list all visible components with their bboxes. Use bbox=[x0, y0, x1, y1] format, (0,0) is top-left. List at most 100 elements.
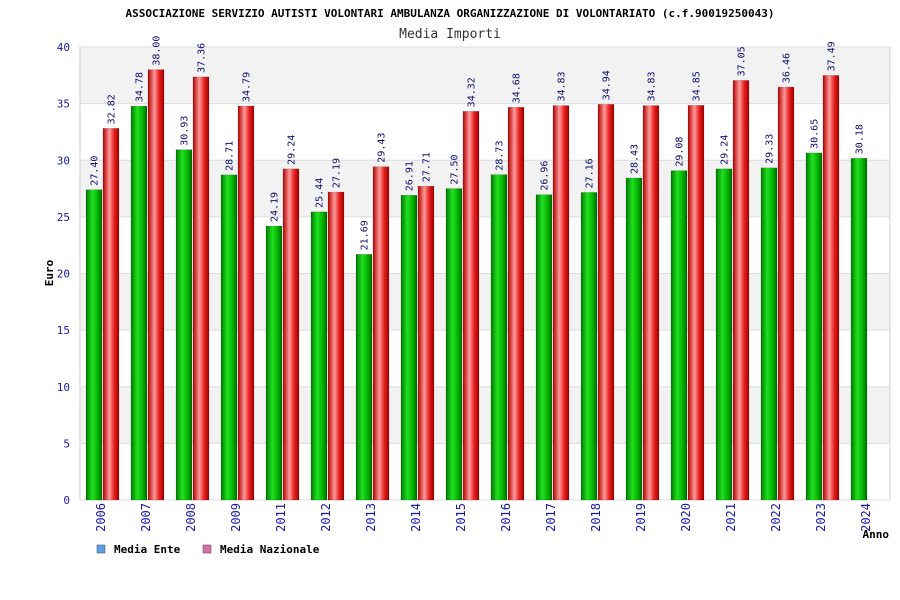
data-label: 34.85 bbox=[692, 71, 703, 101]
bar-media-ente-2016 bbox=[490, 174, 508, 501]
legend-swatch-media-nazionale bbox=[202, 544, 212, 554]
y-tick-label: 5 bbox=[63, 437, 70, 450]
bar-media-nazionale-2009 bbox=[237, 105, 255, 501]
x-axis-label: Anno bbox=[863, 528, 890, 541]
legend-swatch-media-ente bbox=[96, 544, 106, 554]
chart-title: ASSOCIAZIONE SERVIZIO AUTISTI VOLONTARI … bbox=[125, 7, 774, 20]
bar-media-ente-2022 bbox=[760, 167, 778, 501]
data-label: 24.19 bbox=[270, 192, 281, 222]
data-label: 27.40 bbox=[90, 156, 101, 186]
bar-media-nazionale-2019 bbox=[642, 105, 660, 501]
bar-media-ente-2012 bbox=[310, 211, 328, 501]
legend: Media Ente Media Nazionale bbox=[96, 543, 320, 556]
data-label: 26.96 bbox=[540, 161, 551, 191]
grid-band bbox=[80, 330, 890, 387]
legend-label-media-ente: Media Ente bbox=[114, 543, 181, 556]
x-tick-label: 2020 bbox=[679, 503, 693, 532]
x-tick-label: 2013 bbox=[364, 503, 378, 532]
data-label: 28.73 bbox=[495, 141, 506, 171]
bar-media-nazionale-2008 bbox=[192, 76, 210, 501]
bar-media-ente-2019 bbox=[625, 177, 643, 501]
data-label: 27.71 bbox=[422, 152, 433, 182]
grid-band bbox=[80, 216, 890, 274]
data-label: 27.16 bbox=[585, 158, 596, 188]
data-label: 34.79 bbox=[242, 72, 253, 102]
bar-media-nazionale-2016 bbox=[507, 106, 525, 501]
bar-media-ente-2018 bbox=[580, 192, 598, 501]
bar-media-nazionale-2013 bbox=[372, 166, 390, 501]
bar-media-ente-2014 bbox=[400, 194, 418, 501]
bar-media-ente-2013 bbox=[355, 254, 373, 501]
data-label: 28.71 bbox=[225, 141, 236, 171]
x-axis-ticks: 2006 2007 2008 2009 2011 2012 2013 2014 2015 2016… bbox=[94, 503, 873, 532]
x-tick-label: 2022 bbox=[769, 503, 783, 532]
x-tick-label: 2014 bbox=[409, 503, 423, 532]
y-tick-label: 10 bbox=[57, 381, 70, 394]
y-tick-label: 25 bbox=[57, 211, 70, 224]
bar-media-nazionale-2018 bbox=[597, 104, 615, 501]
bar-media-ente-2009 bbox=[220, 174, 238, 501]
y-tick-label: 40 bbox=[57, 41, 70, 54]
grid-band bbox=[80, 443, 890, 500]
bar-media-ente-2020 bbox=[670, 170, 688, 501]
bar-media-ente-2024 bbox=[850, 157, 868, 501]
data-label: 28.43 bbox=[630, 144, 641, 174]
data-label: 34.83 bbox=[557, 71, 568, 101]
y-tick-label: 15 bbox=[57, 324, 70, 337]
x-tick-label: 2008 bbox=[184, 503, 198, 532]
x-tick-label: 2019 bbox=[634, 503, 648, 532]
bar-media-nazionale-2017 bbox=[552, 105, 570, 501]
y-tick-label: 0 bbox=[63, 494, 70, 507]
x-tick-label: 2009 bbox=[229, 503, 243, 532]
legend-label-media-nazionale: Media Nazionale bbox=[220, 543, 320, 556]
data-label: 34.94 bbox=[602, 70, 613, 100]
bar-media-nazionale-2022 bbox=[777, 86, 795, 501]
x-tick-label: 2017 bbox=[544, 503, 558, 532]
y-tick-label: 30 bbox=[57, 154, 70, 167]
grid-band bbox=[80, 386, 890, 444]
bar-media-ente-2017 bbox=[535, 194, 553, 501]
bar-media-nazionale-2006 bbox=[102, 128, 120, 501]
data-label: 29.24 bbox=[287, 135, 298, 165]
x-tick-label: 2016 bbox=[499, 503, 513, 532]
bar-media-ente-2008 bbox=[175, 149, 193, 501]
bar-media-ente-2023 bbox=[805, 152, 823, 501]
gridlines bbox=[80, 46, 890, 501]
data-label: 34.32 bbox=[467, 77, 478, 107]
bar-media-nazionale-2021 bbox=[732, 80, 750, 501]
data-label: 34.68 bbox=[512, 73, 523, 103]
x-tick-label: 2018 bbox=[589, 503, 603, 532]
x-tick-label: 2021 bbox=[724, 503, 738, 532]
x-tick-label: 2015 bbox=[454, 503, 468, 532]
y-tick-label: 20 bbox=[57, 268, 70, 281]
x-tick-label: 2012 bbox=[319, 503, 333, 532]
bar-media-ente-2015 bbox=[445, 188, 463, 501]
grid-band bbox=[80, 103, 890, 161]
bar-media-nazionale-2014 bbox=[417, 185, 435, 501]
data-label: 36.46 bbox=[782, 53, 793, 83]
bar-media-ente-2006 bbox=[85, 189, 103, 501]
data-label: 21.69 bbox=[360, 220, 371, 250]
data-label: 29.24 bbox=[720, 135, 731, 165]
data-label: 27.19 bbox=[332, 158, 343, 188]
bar-media-ente-2007 bbox=[130, 105, 148, 501]
grid-band bbox=[80, 47, 890, 104]
data-label: 27.50 bbox=[450, 154, 461, 184]
data-label: 38.00 bbox=[152, 36, 163, 66]
data-label: 26.91 bbox=[405, 161, 416, 191]
grid-band bbox=[80, 273, 890, 331]
data-label: 25.44 bbox=[315, 178, 326, 208]
bar-media-ente-2011 bbox=[265, 225, 283, 501]
bar-media-nazionale-2023 bbox=[822, 75, 840, 501]
bar-media-nazionale-2007 bbox=[147, 69, 165, 501]
data-label: 29.08 bbox=[675, 137, 686, 167]
data-label: 37.36 bbox=[197, 43, 208, 73]
data-label: 29.33 bbox=[765, 134, 776, 164]
bar-media-nazionale-2015 bbox=[462, 111, 480, 501]
x-tick-label: 2024 bbox=[859, 503, 873, 532]
data-label: 29.43 bbox=[377, 133, 388, 163]
x-tick-label: 2006 bbox=[94, 503, 108, 532]
data-label: 30.93 bbox=[180, 116, 191, 146]
bar-media-nazionale-2012 bbox=[327, 191, 345, 501]
